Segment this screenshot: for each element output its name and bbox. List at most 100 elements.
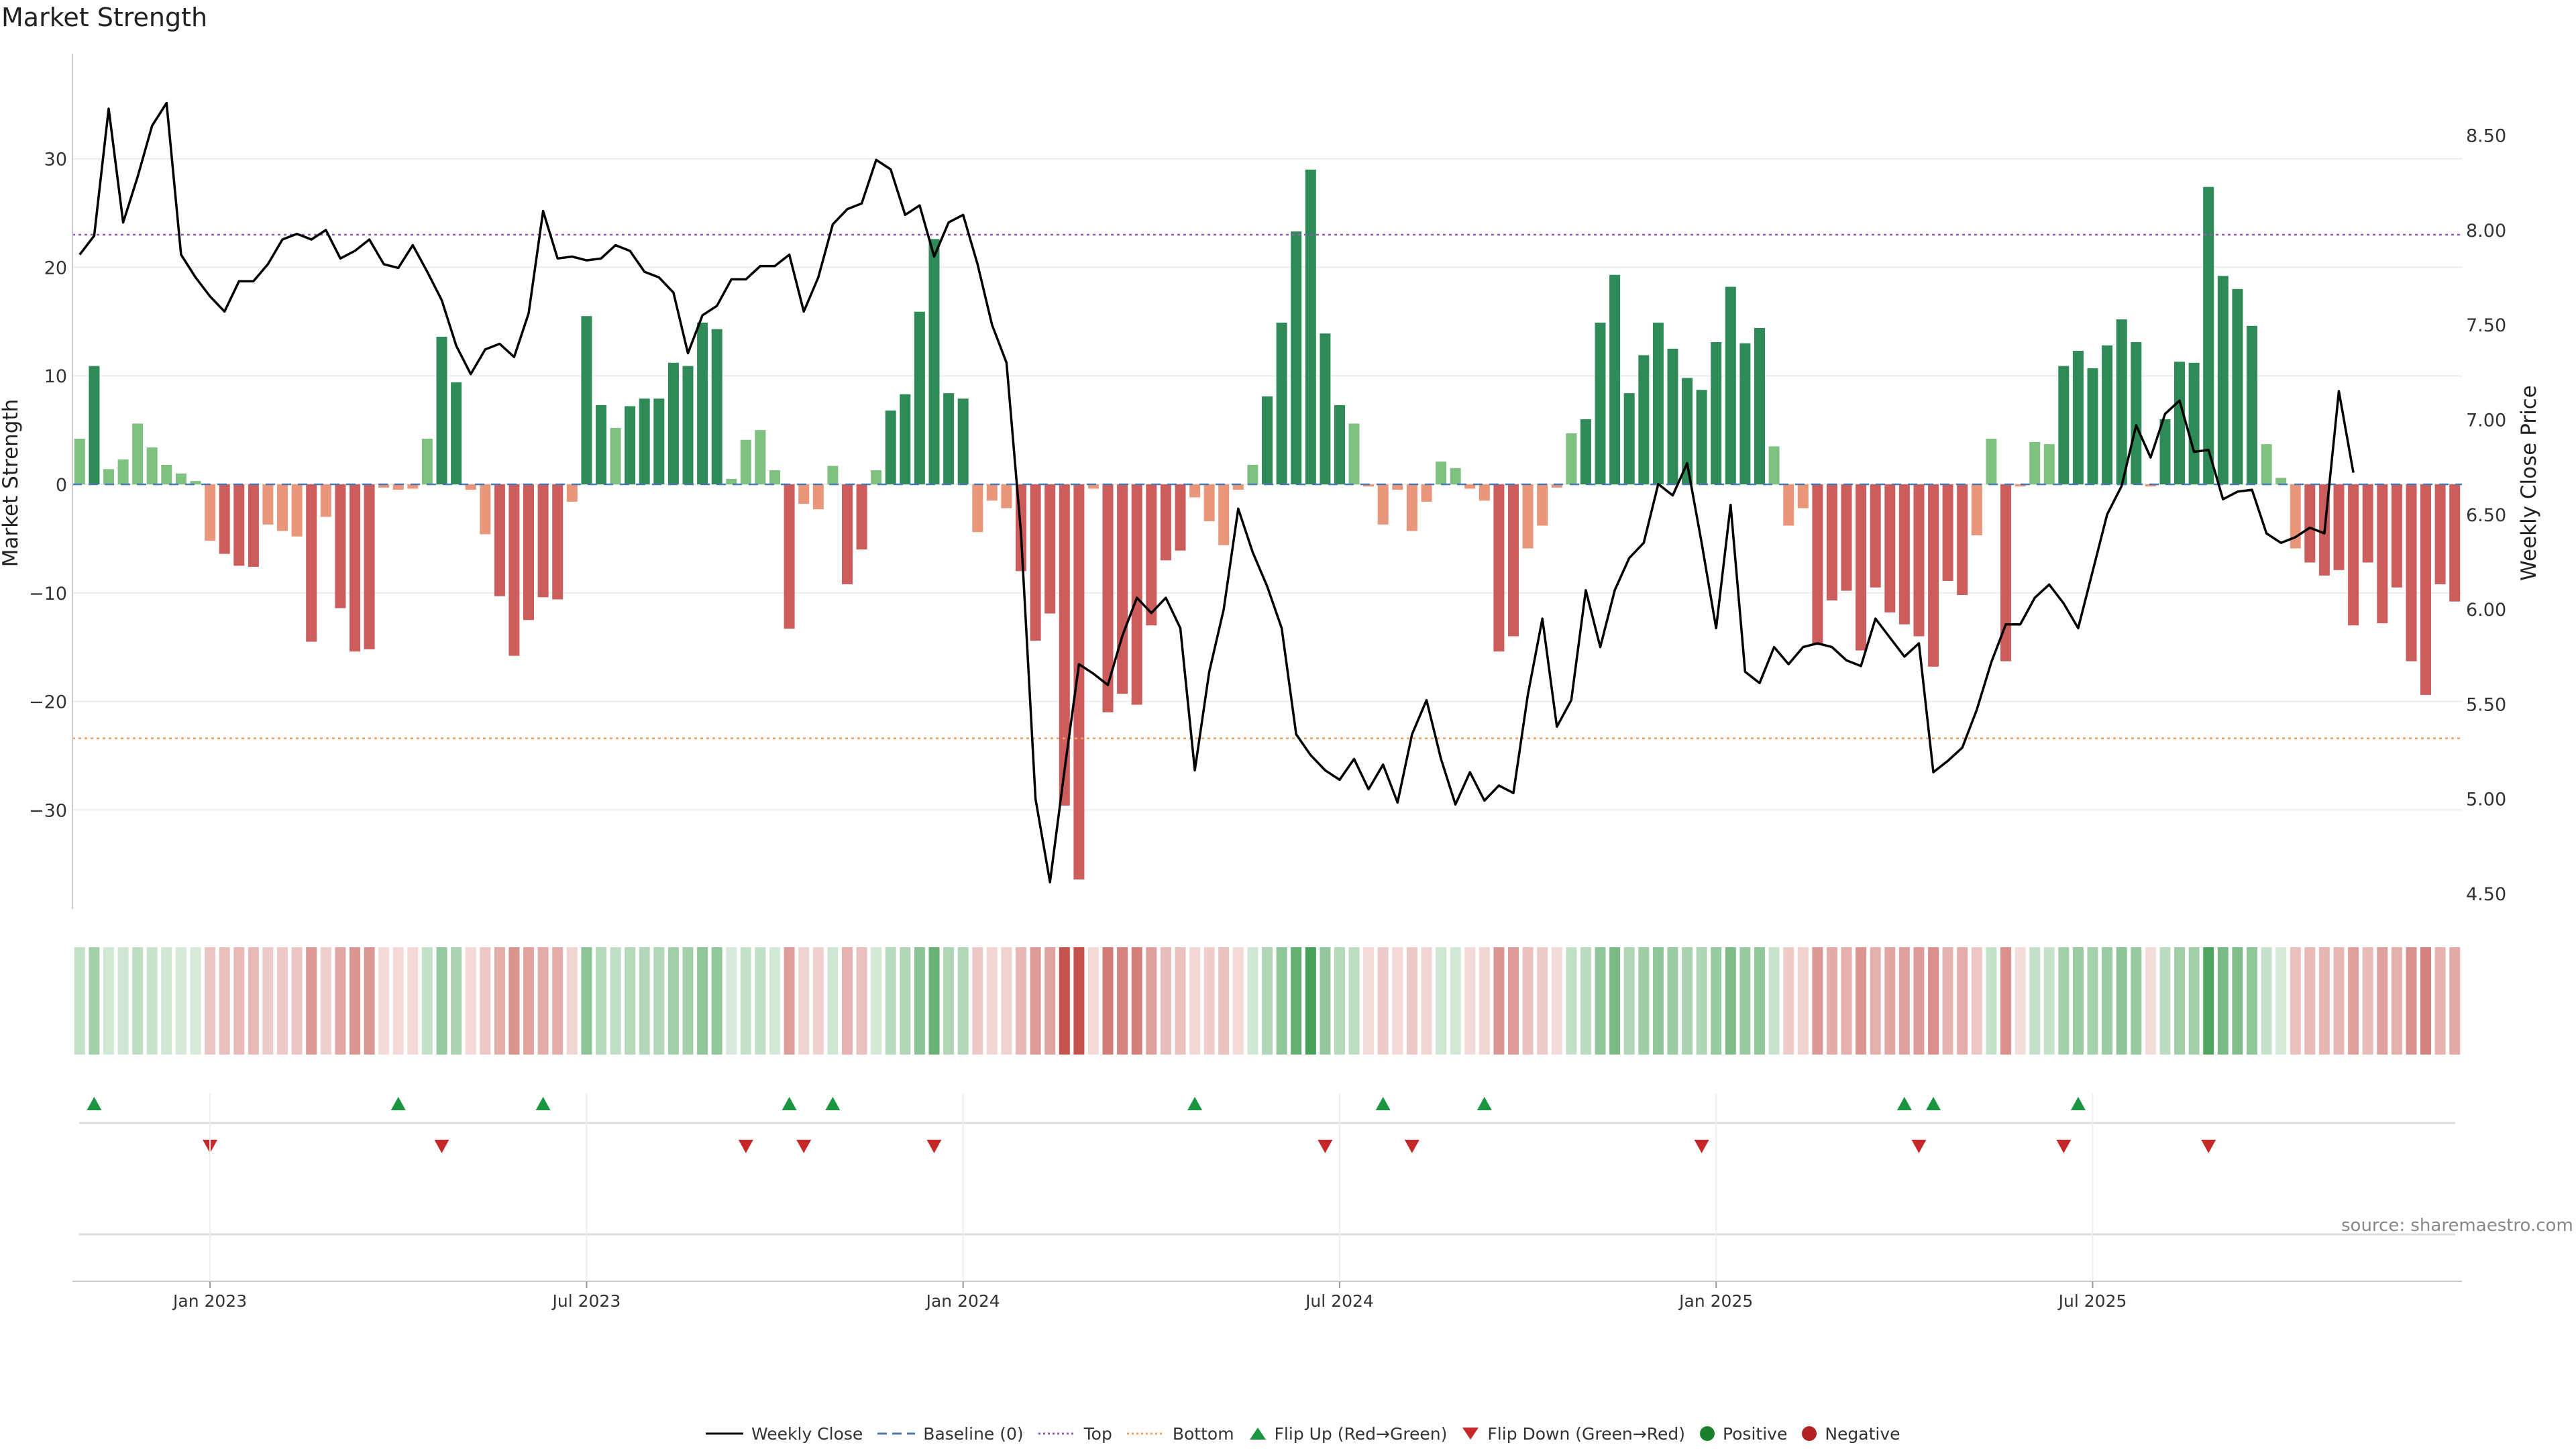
legend-positive-dot-icon: [1699, 1426, 1715, 1441]
strength-bar: [2275, 478, 2287, 484]
heat-cell: [175, 947, 186, 1055]
heat-cell: [2203, 947, 2214, 1055]
heat-cell: [2188, 947, 2200, 1055]
heat-cell: [1189, 947, 1201, 1055]
strength-bar: [407, 484, 419, 489]
strength-bar: [1884, 484, 1896, 612]
heat-cell: [320, 947, 331, 1055]
y-tick-left: 20: [44, 258, 67, 278]
heat-cell: [596, 947, 606, 1055]
heat-cell: [1797, 947, 1809, 1055]
heat-cell: [1436, 947, 1447, 1055]
strength-bar: [1291, 231, 1302, 484]
strength-bar: [1856, 484, 1867, 651]
strength-bar: [2232, 288, 2243, 484]
heat-cell: [1566, 947, 1577, 1055]
strength-bar: [1262, 396, 1273, 484]
y-tick-right: 6.50: [2466, 505, 2506, 526]
strength-bar: [1479, 484, 1490, 501]
strength-bar: [2015, 484, 2026, 487]
strength-bar: [1638, 355, 1650, 484]
heat-cell: [2087, 947, 2098, 1055]
heat-cell: [928, 947, 940, 1055]
heat-cell: [262, 947, 274, 1055]
strength-bar: [291, 484, 303, 537]
flip-down-marker: [1911, 1140, 1927, 1153]
strength-bar: [726, 478, 737, 484]
heat-cell: [1377, 947, 1389, 1055]
heat-cell: [2275, 947, 2287, 1055]
heat-cell: [508, 947, 520, 1055]
x-tick-label: Jul 2023: [551, 1291, 621, 1311]
strength-bar: [1102, 484, 1114, 712]
heat-cell: [1898, 947, 1910, 1055]
strength-bar: [2029, 441, 2041, 484]
heat-cell: [871, 947, 882, 1055]
x-tick-label: Jul 2024: [1304, 1291, 1374, 1311]
strength-bar: [1682, 378, 1693, 484]
heat-cell: [740, 947, 751, 1055]
heat-cell: [842, 947, 853, 1055]
y-tick-right: 5.50: [2466, 694, 2506, 715]
strength-bar: [2102, 345, 2113, 484]
strength-bar: [1044, 484, 1056, 614]
strength-bar: [1377, 484, 1389, 525]
strength-bar: [1537, 484, 1548, 526]
legend-bottom-label: Bottom: [1172, 1424, 1234, 1444]
strength-bar: [1595, 322, 1606, 484]
heat-cell: [1739, 947, 1751, 1055]
heat-cell: [697, 947, 708, 1055]
heat-cell: [74, 947, 85, 1055]
heat-cell: [190, 947, 201, 1055]
legend-item-positive: Positive: [1699, 1424, 1787, 1444]
strength-bar: [667, 362, 679, 484]
strength-bar: [306, 484, 317, 642]
heat-cell: [827, 947, 839, 1055]
heat-cell: [1363, 947, 1375, 1055]
heat-cell: [1131, 947, 1142, 1055]
heat-cell: [1812, 947, 1823, 1055]
y-axis-label-left: Market Strength: [0, 399, 23, 568]
heat-cell: [986, 947, 998, 1055]
strength-bar: [1522, 484, 1534, 549]
strength-bar: [552, 484, 564, 600]
flip-up-marker: [782, 1097, 797, 1110]
strength-bar: [350, 484, 360, 652]
heat-cell: [769, 947, 780, 1055]
heat-cell: [1406, 947, 1417, 1055]
heat-cell: [1841, 947, 1852, 1055]
strength-bar: [190, 481, 201, 484]
strength-bar: [2362, 484, 2373, 563]
heat-cell: [2348, 947, 2359, 1055]
heat-cell: [1320, 947, 1331, 1055]
heat-cell: [1754, 947, 1765, 1055]
heat-cell: [1609, 947, 1621, 1055]
flip-up-marker: [2070, 1097, 2086, 1110]
heat-cell: [581, 947, 592, 1055]
heat-cell: [161, 947, 172, 1055]
strength-bar: [1667, 348, 1678, 485]
flip-down-marker: [1404, 1140, 1419, 1153]
heat-cell: [1913, 947, 1925, 1055]
heat-cell: [2174, 947, 2185, 1055]
heat-cell: [2029, 947, 2041, 1055]
y-tick-right: 4.50: [2466, 884, 2506, 905]
heat-cell: [1232, 947, 1244, 1055]
heat-cell: [2434, 947, 2446, 1055]
legend-item-weekly-close: Weekly Close: [704, 1424, 863, 1444]
heat-cell: [1059, 947, 1070, 1055]
flip-down-marker: [2201, 1140, 2216, 1153]
strength-bar: [421, 439, 433, 484]
heat-cell: [1783, 947, 1794, 1055]
heat-cell: [480, 947, 491, 1055]
heat-cell: [653, 947, 665, 1055]
heat-cell: [2362, 947, 2373, 1055]
heat-cell: [451, 947, 462, 1055]
strength-bar: [2116, 319, 2127, 484]
legend-flip-up-label: Flip Up (Red→Green): [1274, 1424, 1448, 1444]
heat-cell: [1768, 947, 1780, 1055]
strength-bar: [451, 382, 462, 484]
legend-baseline-dash-icon: [877, 1432, 916, 1435]
strength-bar: [2391, 484, 2402, 588]
